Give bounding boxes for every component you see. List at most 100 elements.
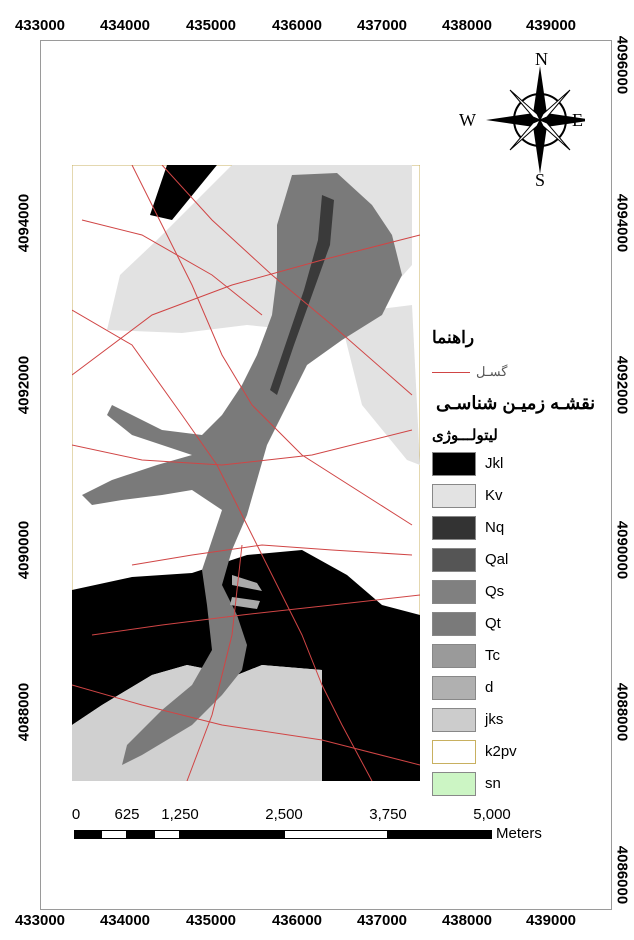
scale-segment xyxy=(154,830,180,839)
unit-jkl-top xyxy=(150,165,217,220)
compass-point-e xyxy=(540,113,585,127)
easting-tick-top: 438000 xyxy=(441,17,493,34)
unit-qs-river xyxy=(82,173,402,765)
legend-item: Qt xyxy=(432,612,592,636)
compass-label-e: E xyxy=(572,110,583,130)
compass-point-w xyxy=(486,113,540,127)
compass-label-w: W xyxy=(459,110,476,130)
scale-label: 625 xyxy=(114,806,140,823)
legend-label: Tc xyxy=(485,647,500,664)
fault-lines xyxy=(72,165,420,781)
fault-line xyxy=(131,165,413,526)
legend-label: d xyxy=(485,679,494,696)
scale-segment xyxy=(284,830,388,839)
compass-label-s: S xyxy=(535,170,545,187)
unit-d-lens xyxy=(232,575,262,591)
scale-label: 3,750 xyxy=(369,806,407,823)
legend-title: راهنما xyxy=(432,328,475,347)
fault-line xyxy=(72,309,373,781)
map-title: نقشـه زمیـن شناسـی xyxy=(436,393,596,413)
scale-segment xyxy=(101,830,127,839)
northing-tick-right: 4086000 xyxy=(613,845,631,905)
legend-label: Qt xyxy=(485,615,501,632)
legend-swatch xyxy=(432,644,476,668)
legend-item: Qs xyxy=(432,580,592,604)
map-frame xyxy=(40,40,612,910)
scale-segment xyxy=(388,830,492,839)
scale-label: 0 xyxy=(71,806,81,823)
easting-tick-top: 439000 xyxy=(525,17,577,34)
legend-label: jks xyxy=(485,711,504,728)
scale-label: 5,000 xyxy=(473,806,511,823)
legend-label: Jkl xyxy=(485,455,504,472)
northing-tick-right: 4094000 xyxy=(613,193,631,253)
northing-tick-right: 4092000 xyxy=(613,355,631,415)
scale-segment xyxy=(127,830,154,839)
compass-label-n: N xyxy=(535,52,548,69)
legend-label: Nq xyxy=(485,519,505,536)
compass-point-s xyxy=(533,120,547,174)
scale-unit: Meters xyxy=(496,825,542,842)
north-arrow-compass: N S W E xyxy=(459,52,585,187)
fault-line xyxy=(81,219,263,316)
legend-swatch xyxy=(432,548,476,572)
legend-fault-row: گسـل xyxy=(432,362,522,382)
northing-tick-left: 4094000 xyxy=(15,193,33,253)
legend-label: Qal xyxy=(485,551,509,568)
easting-tick-bottom: 435000 xyxy=(185,912,237,929)
northing-tick-left: 4092000 xyxy=(15,355,33,415)
fault-line xyxy=(131,544,413,566)
scale-label: 1,250 xyxy=(161,806,199,823)
easting-tick-bottom: 439000 xyxy=(525,912,577,929)
scale-segment xyxy=(180,830,284,839)
legend-swatch xyxy=(432,612,476,636)
legend-swatch xyxy=(432,708,476,732)
compass-point-se xyxy=(538,119,571,151)
easting-tick-bottom: 438000 xyxy=(441,912,493,929)
legend-item: sn xyxy=(432,772,592,796)
fault-label: گسـل xyxy=(476,364,508,379)
legend-swatch xyxy=(432,740,476,764)
northing-tick-right: 4096000 xyxy=(613,35,631,95)
legend-item: Nq xyxy=(432,516,592,540)
scale-label: 2,500 xyxy=(265,806,303,823)
fault-line xyxy=(91,594,420,636)
unit-kv-right xyxy=(342,305,420,465)
legend-item: d xyxy=(432,676,592,700)
legend-label: Qs xyxy=(485,583,505,600)
legend-item: k2pv xyxy=(432,740,592,764)
legend-item: Qal xyxy=(432,548,592,572)
scale-segment xyxy=(74,830,101,839)
legend-item: Kv xyxy=(432,484,592,508)
legend-swatch xyxy=(432,484,476,508)
legend-label: sn xyxy=(485,775,501,792)
fault-line xyxy=(72,684,420,766)
fault-line xyxy=(186,544,243,781)
fault-line xyxy=(161,165,413,396)
unit-nq-channel xyxy=(270,195,334,395)
northing-tick-right: 4088000 xyxy=(613,682,631,742)
easting-tick-bottom: 436000 xyxy=(271,912,323,929)
legend-label: k2pv xyxy=(485,743,517,760)
easting-tick-top: 437000 xyxy=(356,17,408,34)
compass-point-n xyxy=(533,66,547,120)
northing-tick-right: 4090000 xyxy=(613,520,631,580)
legend-swatch xyxy=(432,772,476,796)
easting-tick-bottom: 433000 xyxy=(14,912,66,929)
fault-line-symbol xyxy=(432,372,470,373)
easting-tick-top: 435000 xyxy=(185,17,237,34)
legend-item: Tc xyxy=(432,644,592,668)
lithology-title: لیتولـــوژی xyxy=(432,427,498,444)
legend-label: Kv xyxy=(485,487,503,504)
fault-line xyxy=(72,429,413,466)
easting-tick-bottom: 434000 xyxy=(99,912,151,929)
unit-jkl-bottom xyxy=(72,550,420,781)
legend-swatch xyxy=(432,516,476,540)
easting-tick-top: 436000 xyxy=(271,17,323,34)
geological-map xyxy=(72,165,420,781)
northing-tick-left: 4088000 xyxy=(15,682,33,742)
legend-swatch xyxy=(432,676,476,700)
legend-item: jks xyxy=(432,708,592,732)
easting-tick-top: 433000 xyxy=(14,17,66,34)
legend-swatch xyxy=(432,452,476,476)
